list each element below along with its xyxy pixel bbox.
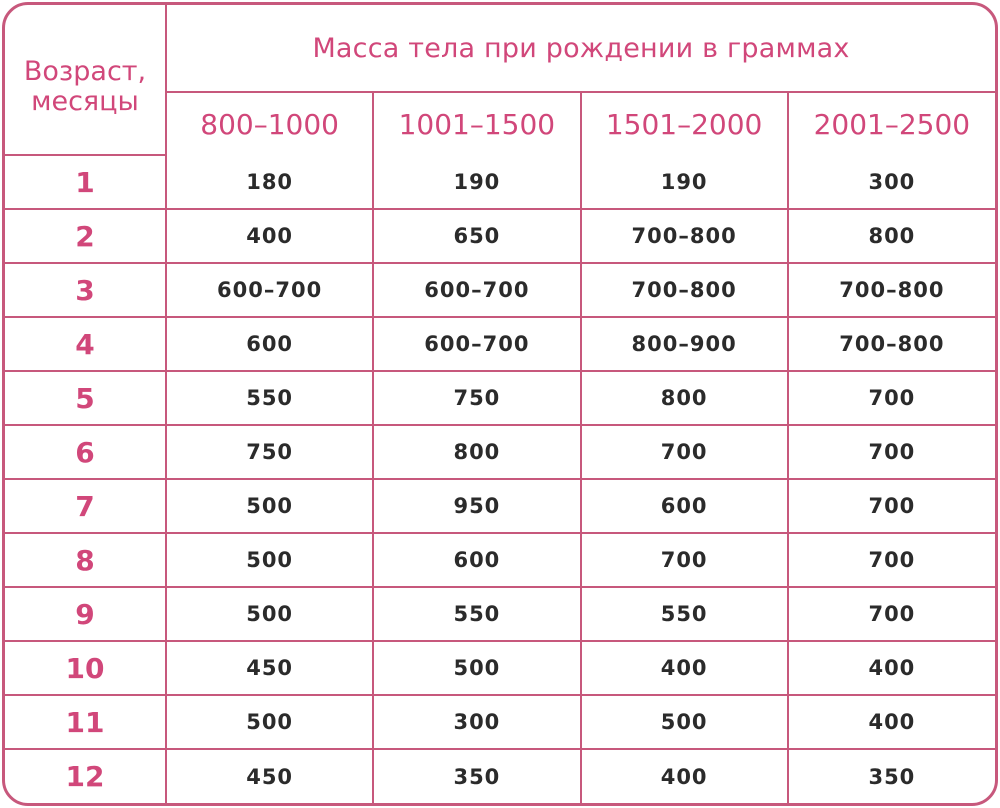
value-cell: 700–800 bbox=[786, 262, 995, 318]
value-cell: 180 bbox=[164, 155, 375, 210]
value-cell: 700 bbox=[786, 424, 995, 480]
value-cell: 750 bbox=[372, 370, 582, 426]
value-cell: 800 bbox=[579, 370, 789, 426]
value-cell: 550 bbox=[579, 586, 789, 642]
age-cell: 6 bbox=[5, 424, 167, 480]
range-header: 1501–2000 bbox=[579, 91, 789, 155]
value-cell: 500 bbox=[372, 640, 582, 696]
age-cell: 8 bbox=[5, 532, 167, 588]
value-cell: 500 bbox=[579, 694, 789, 750]
table-row: 10 450 500 400 400 bbox=[5, 640, 995, 696]
value-cell: 400 bbox=[786, 694, 995, 750]
value-cell: 700 bbox=[786, 532, 995, 588]
weight-gain-table: Возраст, месяцы Масса тела при рождении … bbox=[5, 5, 995, 803]
age-column-header: Возраст, месяцы bbox=[5, 5, 167, 156]
birth-weight-header: Масса тела при рождении в граммах bbox=[165, 5, 995, 93]
table-row: 5 550 750 800 700 bbox=[5, 370, 995, 426]
age-cell: 1 bbox=[5, 155, 167, 210]
value-cell: 950 bbox=[372, 478, 582, 534]
range-header: 800–1000 bbox=[166, 91, 375, 155]
value-cell: 750 bbox=[164, 424, 375, 480]
age-cell: 10 bbox=[5, 640, 167, 696]
value-cell: 190 bbox=[579, 155, 789, 210]
age-cell: 4 bbox=[5, 316, 167, 372]
value-cell: 600 bbox=[372, 532, 582, 588]
value-cell: 190 bbox=[372, 155, 582, 210]
value-cell: 550 bbox=[164, 370, 375, 426]
value-cell: 800–900 bbox=[579, 316, 789, 372]
age-header-line1: Возраст, bbox=[23, 56, 147, 87]
value-cell: 800 bbox=[372, 424, 582, 480]
age-cell: 12 bbox=[5, 748, 167, 803]
table-body: 1 180 190 190 300 2 400 650 700–800 800 … bbox=[5, 155, 995, 803]
table-row: 6 750 800 700 700 bbox=[5, 424, 995, 480]
table-row: 4 600 600–700 800–900 700–800 bbox=[5, 316, 995, 372]
value-cell: 400 bbox=[786, 640, 995, 696]
age-cell: 11 bbox=[5, 694, 167, 750]
value-cell: 700–800 bbox=[579, 262, 789, 318]
value-cell: 400 bbox=[164, 208, 375, 264]
table-row: 3 600–700 600–700 700–800 700–800 bbox=[5, 262, 995, 318]
table-row: 9 500 550 550 700 bbox=[5, 586, 995, 642]
value-cell: 600 bbox=[164, 316, 375, 372]
age-cell: 7 bbox=[5, 478, 167, 534]
value-cell: 400 bbox=[579, 640, 789, 696]
value-cell: 350 bbox=[372, 748, 582, 803]
value-cell: 800 bbox=[786, 208, 995, 264]
value-cell: 700 bbox=[786, 370, 995, 426]
value-cell: 500 bbox=[164, 478, 375, 534]
age-cell: 3 bbox=[5, 262, 167, 318]
value-cell: 350 bbox=[786, 748, 995, 803]
value-cell: 650 bbox=[372, 208, 582, 264]
range-header: 1001–1500 bbox=[372, 91, 582, 155]
value-cell: 700 bbox=[786, 478, 995, 534]
value-cell: 700–800 bbox=[786, 316, 995, 372]
value-cell: 700 bbox=[579, 532, 789, 588]
age-cell: 5 bbox=[5, 370, 167, 426]
table-row: 2 400 650 700–800 800 bbox=[5, 208, 995, 264]
value-cell: 600–700 bbox=[372, 262, 582, 318]
value-cell: 300 bbox=[372, 694, 582, 750]
value-cell: 700 bbox=[579, 424, 789, 480]
value-cell: 600–700 bbox=[372, 316, 582, 372]
value-cell: 600 bbox=[579, 478, 789, 534]
value-cell: 700 bbox=[786, 586, 995, 642]
value-cell: 500 bbox=[164, 532, 375, 588]
range-header: 2001–2500 bbox=[786, 91, 995, 155]
table-row: 7 500 950 600 700 bbox=[5, 478, 995, 534]
table-row: 8 500 600 700 700 bbox=[5, 532, 995, 588]
value-cell: 700–800 bbox=[579, 208, 789, 264]
table-row: 11 500 300 500 400 bbox=[5, 694, 995, 750]
value-cell: 500 bbox=[164, 586, 375, 642]
table-row: 12 450 350 400 350 bbox=[5, 748, 995, 803]
value-cell: 300 bbox=[786, 155, 995, 210]
value-cell: 400 bbox=[579, 748, 789, 803]
age-header-line2: месяцы bbox=[31, 86, 139, 117]
table-row: 1 180 190 190 300 bbox=[5, 155, 995, 210]
value-cell: 550 bbox=[372, 586, 582, 642]
value-cell: 500 bbox=[164, 694, 375, 750]
value-cell: 600–700 bbox=[164, 262, 375, 318]
value-cell: 450 bbox=[164, 748, 375, 803]
age-cell: 9 bbox=[5, 586, 167, 642]
value-cell: 450 bbox=[164, 640, 375, 696]
age-cell: 2 bbox=[5, 208, 167, 264]
